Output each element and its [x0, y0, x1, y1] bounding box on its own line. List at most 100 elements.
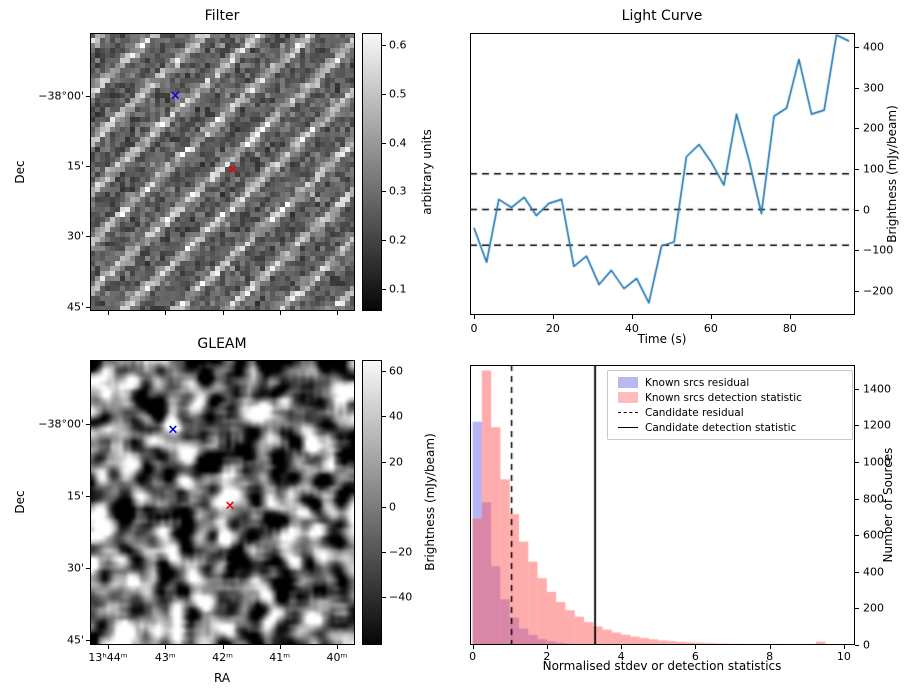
gleam-image-canvas — [90, 360, 355, 645]
hist-xtick — [472, 645, 474, 649]
gleam-cbar-tick-label: 0 — [389, 500, 396, 514]
gleam-cbar-tick-label: 40 — [389, 409, 403, 423]
gleam-ytick — [86, 424, 90, 426]
hist-xtick-label: 2 — [543, 650, 551, 663]
lc-ytick-label: −200 — [863, 284, 894, 298]
hist-ytick-label: 1200 — [863, 418, 891, 432]
hist-xtick — [769, 645, 771, 649]
hist-xtick — [843, 645, 845, 649]
lc-ytick-label: 400 — [863, 40, 884, 54]
filter-cbar-tick — [382, 191, 386, 193]
lc-ytick-label: −100 — [863, 243, 894, 257]
hist-ytick — [855, 425, 859, 427]
hist-xtick-label: 0 — [469, 650, 477, 663]
legend-item: Known srcs residual — [610, 375, 850, 390]
lc-xtick — [473, 315, 475, 319]
legend-label: Candidate residual — [645, 406, 744, 419]
hist-xtick-label: 10 — [836, 650, 851, 663]
filter-title: Filter — [204, 8, 240, 24]
filter-xtick — [165, 311, 167, 315]
gleam-xtick — [108, 645, 110, 649]
filter-ytick — [86, 95, 90, 97]
lc-xtick-label: 0 — [470, 322, 478, 335]
gleam-cbar-tick-label: 60 — [389, 364, 403, 378]
gleam-ytick — [86, 496, 90, 498]
legend-label: Known srcs residual — [645, 376, 750, 389]
lc-ytick — [855, 87, 859, 89]
filter-cbar-tick — [382, 289, 386, 291]
lc-ytick — [855, 47, 859, 49]
gleam-ytick-label: −38°00' — [38, 417, 84, 431]
gleam-xtick — [336, 645, 338, 649]
lc-xtick — [710, 315, 712, 319]
gleam-ytick — [86, 640, 90, 642]
filter-ytick — [86, 165, 90, 167]
gleam-cbar-tick-label: −20 — [389, 545, 413, 559]
gleam-cbar-tick — [382, 461, 386, 463]
filter-marker-known-source: × — [169, 88, 181, 104]
hist-ytick-label: 200 — [863, 601, 884, 615]
gleam-xtick — [222, 645, 224, 649]
legend-patch-swatch — [618, 377, 638, 388]
gleam-xtick-label: 43ᵐ — [154, 651, 176, 664]
hist-xtick — [546, 645, 548, 649]
filter-cbar-tick — [382, 142, 386, 144]
legend-line-swatch — [618, 427, 638, 428]
hist-xtick-label: 4 — [617, 650, 625, 663]
hist-ytick — [855, 571, 859, 573]
filter-cbar-tick — [382, 45, 386, 47]
gleam-cbar-tick — [382, 552, 386, 554]
gleam-ytick — [86, 568, 90, 570]
filter-xtick — [279, 311, 281, 315]
filter-cbar-tick-label: 0.1 — [389, 282, 407, 296]
lc-xtick-label: 60 — [703, 322, 718, 335]
filter-ytick-label: −38°00' — [38, 89, 84, 103]
filter-cbar-tick-label: 0.2 — [389, 233, 407, 247]
filter-cbar-tick-label: 0.5 — [389, 87, 407, 101]
gleam-colorbar — [362, 360, 382, 645]
filter-cbar-tick-label: 0.4 — [389, 136, 407, 150]
hist-ytick-label: 0 — [863, 638, 870, 652]
hist-ytick — [855, 498, 859, 500]
light-curve-ylabel: Brightness (mJy/beam) — [885, 105, 899, 243]
hist-xtick — [695, 645, 697, 649]
hist-ytick — [855, 608, 859, 610]
legend-line-swatch — [618, 412, 638, 413]
light-curve-canvas — [470, 33, 855, 315]
gleam-colorbar-label: Brightness (mJy/beam) — [423, 433, 437, 571]
legend-item: Candidate residual — [610, 405, 850, 420]
gleam-cbar-tick — [382, 371, 386, 373]
lc-xtick-label: 40 — [624, 322, 639, 335]
lc-ytick — [855, 290, 859, 292]
filter-ytick-label: 15' — [66, 159, 84, 173]
gleam-ytick-label: 15' — [66, 489, 84, 503]
lc-ytick-label: 100 — [863, 162, 884, 176]
lc-xtick — [789, 315, 791, 319]
gleam-xtick-label: 42ᵐ — [212, 651, 233, 664]
gleam-ytick-label: 30' — [66, 561, 84, 575]
filter-colorbar-label: arbitrary units — [420, 129, 434, 215]
light-curve-title: Light Curve — [621, 8, 703, 24]
hist-ytick-label: 400 — [863, 565, 884, 579]
filter-marker-candidate: × — [227, 162, 239, 178]
gleam-xtick — [165, 645, 167, 649]
gleam-cbar-tick-label: 20 — [389, 455, 403, 469]
hist-ytick — [855, 535, 859, 537]
gleam-xtick-label: 41ᵐ — [269, 651, 291, 664]
lc-ytick-label: 300 — [863, 81, 884, 95]
legend-patch-swatch — [618, 392, 638, 403]
gleam-marker-candidate: × — [224, 498, 236, 514]
gleam-xtick-label: 13ʰ44ᵐ — [88, 651, 128, 664]
filter-cbar-tick-label: 0.3 — [389, 184, 407, 198]
filter-ylabel: Dec — [13, 160, 27, 184]
legend-item: Known srcs detection statistic — [610, 390, 850, 405]
lc-xtick — [631, 315, 633, 319]
hist-xtick-label: 6 — [691, 650, 699, 663]
gleam-cbar-tick-label: −40 — [389, 590, 413, 604]
gleam-ytick-label: 45' — [66, 633, 84, 647]
hist-ytick-label: 600 — [863, 528, 884, 542]
gleam-cbar-tick — [382, 597, 386, 599]
filter-ytick-label: 45' — [66, 300, 84, 314]
gleam-xtick — [279, 645, 281, 649]
